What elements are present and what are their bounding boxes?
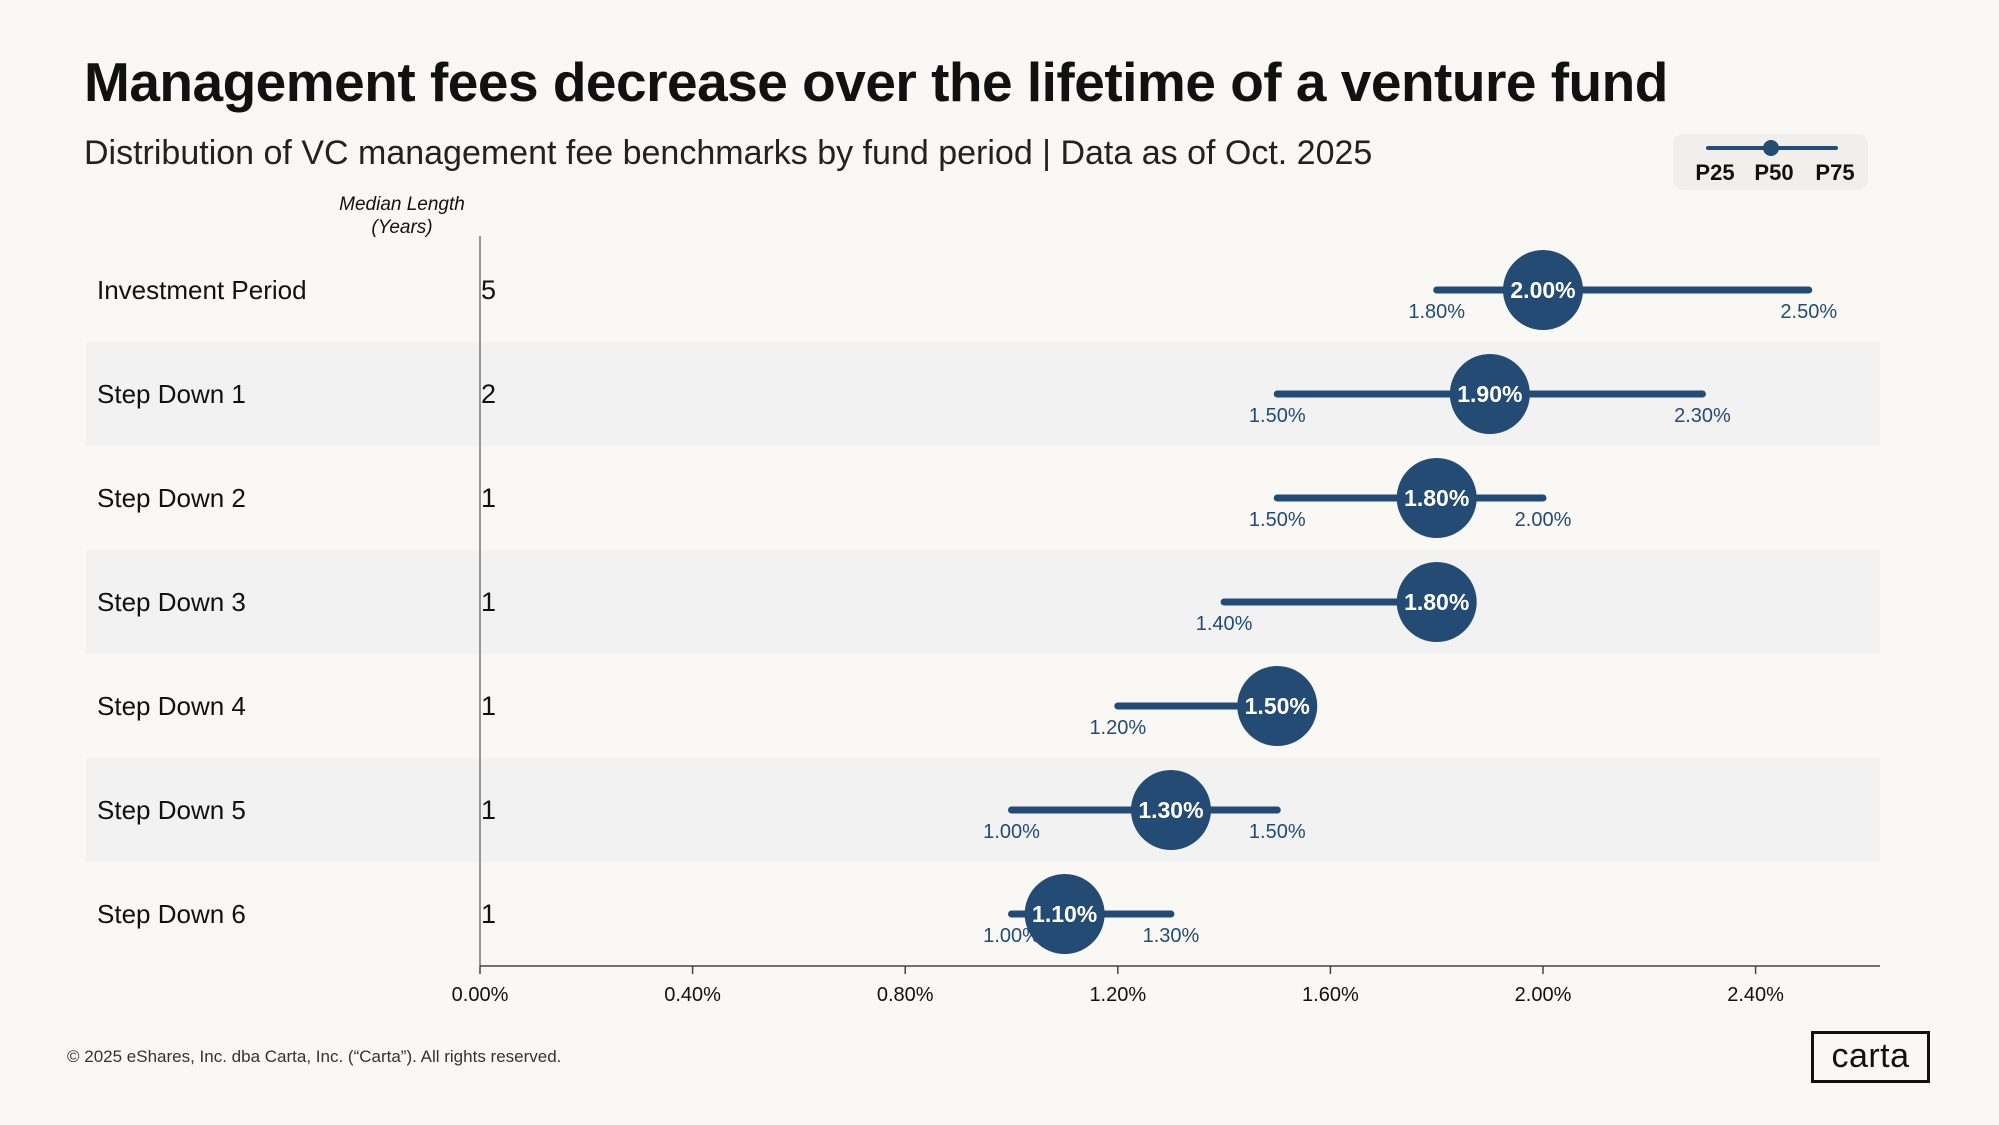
x-tick-label: 2.40% bbox=[1727, 984, 1784, 1006]
median-dot bbox=[1237, 666, 1318, 746]
table-row: Step Down 4 1 bbox=[86, 654, 1880, 758]
median-dot bbox=[1024, 874, 1105, 954]
x-tick-label: 0.80% bbox=[877, 984, 934, 1006]
p75-label: 1.50% bbox=[1249, 821, 1306, 843]
median-label: 1.10% bbox=[1032, 901, 1097, 927]
median-length-value: 2 bbox=[480, 379, 497, 409]
median-length-header-line2: (Years) bbox=[371, 217, 433, 238]
legend-p75: P75 bbox=[1815, 160, 1855, 185]
period-label: Step Down 6 bbox=[97, 899, 246, 929]
median-label: 1.80% bbox=[1404, 589, 1469, 615]
table-row: Investment Period 5 bbox=[86, 238, 1880, 342]
carta-logo: carta bbox=[1811, 1031, 1930, 1083]
period-label: Investment Period bbox=[97, 275, 307, 305]
p75-label: 2.50% bbox=[1780, 301, 1837, 323]
x-tick-label: 2.00% bbox=[1515, 984, 1572, 1006]
median-dot bbox=[1396, 458, 1477, 538]
median-length-value: 5 bbox=[480, 275, 497, 305]
period-label: Step Down 3 bbox=[97, 587, 246, 617]
p25-label: 1.40% bbox=[1196, 613, 1253, 635]
legend-p50: P50 bbox=[1754, 160, 1794, 185]
p25-label: 1.20% bbox=[1089, 717, 1146, 739]
median-length-value: 1 bbox=[480, 899, 497, 929]
p75-label: 1.30% bbox=[1143, 925, 1200, 947]
median-label: 1.80% bbox=[1404, 485, 1469, 511]
p25-label: 1.50% bbox=[1249, 509, 1306, 531]
median-length-header-line1: Median Length bbox=[339, 194, 465, 215]
median-length-value: 1 bbox=[480, 483, 497, 513]
period-label: Step Down 5 bbox=[97, 795, 246, 825]
median-dot bbox=[1130, 770, 1211, 850]
legend-range-icon bbox=[1706, 140, 1838, 156]
median-label: 2.00% bbox=[1510, 277, 1575, 303]
x-tick-label: 1.20% bbox=[1089, 984, 1146, 1006]
x-tick-label: 0.40% bbox=[664, 984, 721, 1006]
median-length-value: 1 bbox=[480, 691, 497, 721]
table-row: Step Down 3 1 bbox=[86, 550, 1880, 654]
legend: P25 P50 P75 bbox=[1673, 134, 1868, 190]
p25-label: 1.00% bbox=[983, 821, 1040, 843]
median-label: 1.90% bbox=[1457, 381, 1522, 407]
table-row: Step Down 5 1 bbox=[86, 758, 1880, 862]
median-label: 1.50% bbox=[1245, 693, 1310, 719]
period-label: Step Down 1 bbox=[97, 379, 246, 409]
median-length-value: 1 bbox=[480, 587, 497, 617]
p25-label: 1.50% bbox=[1249, 405, 1306, 427]
period-label: Step Down 2 bbox=[97, 483, 246, 513]
copyright-footer: © 2025 eShares, Inc. dba Carta, Inc. (“C… bbox=[67, 1047, 562, 1066]
median-length-header: Median Length (Years) bbox=[322, 193, 482, 239]
chart-subtitle: Distribution of VC management fee benchm… bbox=[84, 134, 1373, 172]
table-row: Step Down 6 1 bbox=[86, 862, 1880, 966]
median-dot bbox=[1396, 562, 1477, 642]
median-length-value: 1 bbox=[480, 795, 497, 825]
median-label: 1.30% bbox=[1138, 797, 1203, 823]
p25-label: 1.00% bbox=[983, 925, 1040, 947]
p25-label: 1.80% bbox=[1408, 301, 1465, 323]
legend-p25: P25 bbox=[1695, 160, 1735, 185]
x-tick-label: 1.60% bbox=[1302, 984, 1359, 1006]
p75-label: 2.30% bbox=[1674, 405, 1731, 427]
x-tick-label: 0.00% bbox=[452, 984, 509, 1006]
period-label: Step Down 4 bbox=[97, 691, 246, 721]
median-dot bbox=[1503, 250, 1583, 330]
table-row: Step Down 2 1 bbox=[86, 446, 1880, 550]
p75-label: 2.00% bbox=[1515, 509, 1572, 531]
chart-title: Management fees decrease over the lifeti… bbox=[84, 51, 1668, 113]
median-dot bbox=[1449, 354, 1530, 434]
